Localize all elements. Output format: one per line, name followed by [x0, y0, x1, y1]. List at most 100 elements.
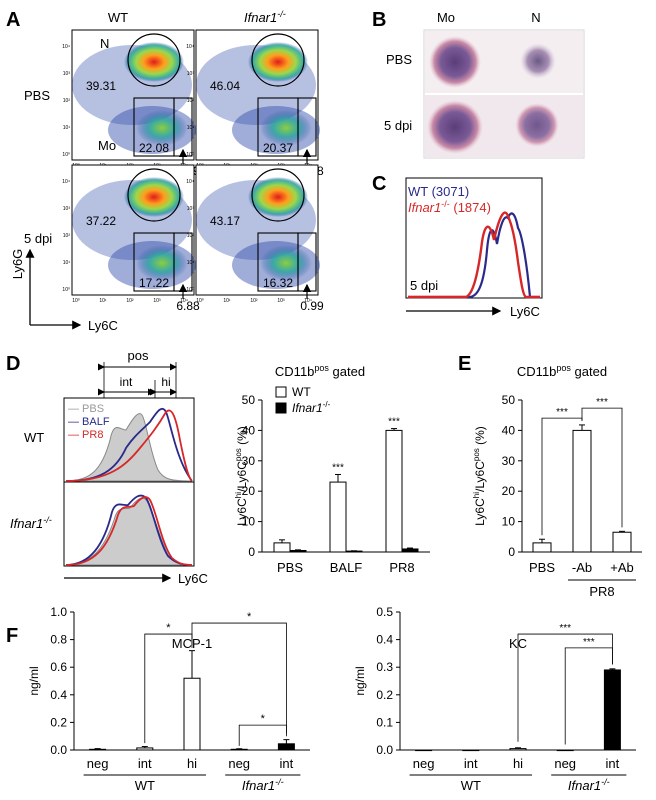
flow-y-tick: 10⁰: [186, 287, 194, 293]
y-tick-label: 0.8: [50, 633, 67, 647]
panel-letter-e: E: [458, 353, 471, 375]
x-tick-label: neg: [554, 756, 576, 771]
panel-c: C WT (3071) Ifnar1-/- (1874) 5 dpi Ly6C: [372, 173, 543, 319]
significance-mark: *: [166, 622, 171, 634]
flow-y-tick: 10⁴: [62, 179, 70, 185]
group-label-wt: WT: [461, 778, 481, 793]
y-tick-label: 0.4: [376, 633, 393, 647]
y-tick-label: 40: [502, 423, 516, 437]
panel-letter-b: B: [372, 9, 386, 31]
panel-d: D pos int hi — PBS— BALF— PR8 WT Ifnar1-…: [6, 348, 430, 586]
y-tick-label: 0.6: [50, 660, 67, 674]
x-tick-label: neg: [413, 756, 435, 771]
legend-wt-c: WT (3071): [408, 184, 469, 199]
gate-neutrophil: [127, 33, 181, 87]
bar: [532, 542, 552, 553]
cell-image-mo-5dpi: [427, 100, 483, 154]
panel-b-col-mo: Mo: [437, 10, 455, 25]
y-tick-label: 0: [248, 545, 255, 559]
cell-image-mo-pbs: [429, 36, 481, 88]
panel-a-col-ko: Ifnar1-/-: [244, 9, 286, 25]
density-hotspot: [260, 110, 312, 146]
bar: [603, 669, 621, 751]
flow-plot: 46.0420.370.5810⁰10⁰10¹10¹10²10²10³10³10…: [186, 29, 324, 178]
panel-d-row-wt: WT: [24, 430, 44, 445]
y-tick-label: 50: [242, 393, 256, 407]
density-hotspot: [248, 42, 308, 82]
flow-y-tick: 10¹: [187, 125, 195, 131]
density-hotspot: [260, 245, 312, 281]
y-tick-label: 20: [242, 484, 256, 498]
flow-y-tick: 10⁰: [186, 152, 194, 158]
y-tick-label: 10: [242, 515, 256, 529]
bar-chart-d: 0 10 20 30 40 50 Ly6Chi/Ly6Cpos (%) PBS BALF PR8 *…: [234, 385, 430, 575]
gate-neutrophil: [251, 33, 305, 87]
x-tick-label: PBS: [277, 560, 303, 575]
flow-y-tick: 10¹: [63, 125, 71, 131]
density-hotspot: [136, 110, 188, 146]
ly6c-hi-percent: 0.99: [300, 299, 324, 313]
x-tick-label: BALF: [330, 560, 363, 575]
panel-d-row-ko: Ifnar1-/-: [10, 515, 52, 531]
flow-y-tick: 10¹: [187, 260, 195, 266]
panel-letter-a: A: [6, 9, 20, 31]
y-tick-label: 0.3: [376, 660, 393, 674]
bar: [572, 429, 592, 553]
neutrophil-percent: 39.31: [86, 79, 116, 93]
density-hotspot: [136, 245, 188, 281]
y-tick-label: 40: [242, 423, 256, 437]
x-tick-label: PBS: [529, 560, 555, 575]
panel-e-ylabel: Ly6Chi/Ly6Cpos (%): [472, 426, 487, 526]
gate-mo-label: Mo: [98, 138, 116, 153]
flow-y-tick: 10²: [187, 98, 195, 104]
neutrophil-percent: 46.04: [210, 79, 240, 93]
histogram-ko-curve: [408, 211, 540, 299]
flow-y-tick: 10⁴: [186, 179, 194, 185]
histogram-ko-pr8: [65, 496, 193, 566]
histogram-c-frame: [405, 177, 543, 299]
density-hotspot: [124, 42, 184, 82]
flow-y-tick: 10³: [63, 206, 71, 212]
y-tick-label: 0.5: [376, 605, 393, 619]
panel-b: B Mo N PBS 5 dpi: [372, 9, 585, 159]
gate-neutrophil: [127, 168, 181, 222]
flow-y-tick: 10⁰: [62, 287, 70, 293]
flow-x-tick: 10⁴: [304, 298, 312, 304]
bar: [289, 549, 307, 553]
significance-mark: *: [261, 713, 266, 725]
bar: [329, 481, 347, 553]
flow-y-tick: 10³: [187, 71, 195, 77]
panel-letter-f: F: [6, 625, 18, 647]
x-tick-label: neg: [228, 756, 250, 771]
x-tick-label: int: [606, 756, 620, 771]
significance-mark: ***: [559, 623, 571, 634]
gate-n-label: N: [100, 36, 109, 51]
significance-mark: ***: [556, 407, 568, 418]
cell-image-n-pbs: [520, 43, 556, 79]
flow-y-tick: 10³: [63, 71, 71, 77]
histogram-wt-pbs: [65, 413, 193, 482]
legend-entry-balf: — BALF: [68, 416, 110, 428]
x-tick-label: hi: [513, 756, 523, 771]
panel-a: A WT Ifnar1-/- PBS 5 dpi 39.3122.080.691…: [6, 9, 324, 333]
panel-a-row-5dpi: 5 dpi: [24, 231, 52, 246]
x-tick-label: hi: [187, 756, 197, 771]
x-tick-label: int: [280, 756, 294, 771]
histogram-ko-balf: [65, 494, 193, 566]
bar: [385, 429, 403, 553]
legend-ko-c: Ifnar1-/- (1874): [408, 199, 491, 215]
y-tick-label: 0.0: [376, 743, 393, 757]
density-hotspot: [248, 177, 308, 217]
legend-swatch: [275, 402, 287, 414]
flow-plot-grid: 39.3122.080.6910⁰10⁰10¹10¹10²10²10³10³10…: [62, 29, 324, 313]
flow-x-tick: 10⁴: [180, 298, 188, 304]
panel-a-xlabel: Ly6C: [88, 318, 118, 333]
significance-mark: ***: [332, 462, 344, 473]
y-axis-label: ng/ml: [27, 666, 41, 695]
significance-mark: ***: [583, 637, 595, 648]
flow-y-tick: 10³: [187, 206, 195, 212]
legend-label: Ifnar1-/-: [292, 400, 331, 415]
panel-letter-c: C: [372, 173, 386, 195]
